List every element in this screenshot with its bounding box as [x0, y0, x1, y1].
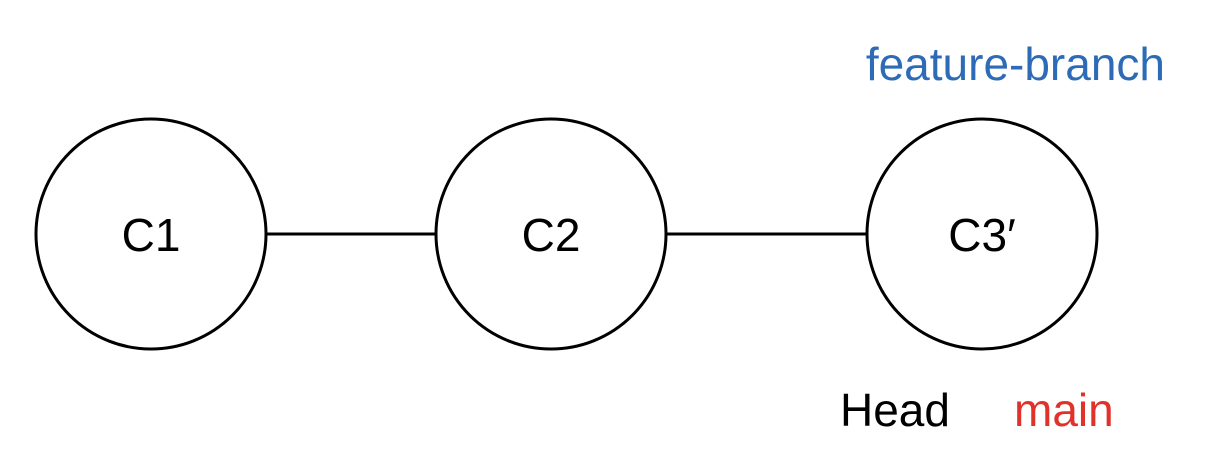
commit-label: C3′ — [948, 209, 1015, 261]
feature-branch-label: feature-branch — [866, 38, 1165, 90]
commit-circle — [434, 117, 668, 351]
commit-node-c3: C3′ — [865, 117, 1099, 351]
commit-label: C1 — [122, 209, 181, 261]
commit-circle — [865, 117, 1099, 351]
commit-circle — [34, 117, 268, 351]
commit-node-c1: C1 — [34, 117, 268, 351]
head-label: Head — [840, 384, 950, 436]
main-branch-label: main — [1014, 384, 1114, 436]
commit-label: C2 — [522, 209, 581, 261]
commit-node-c2: C2 — [434, 117, 668, 351]
